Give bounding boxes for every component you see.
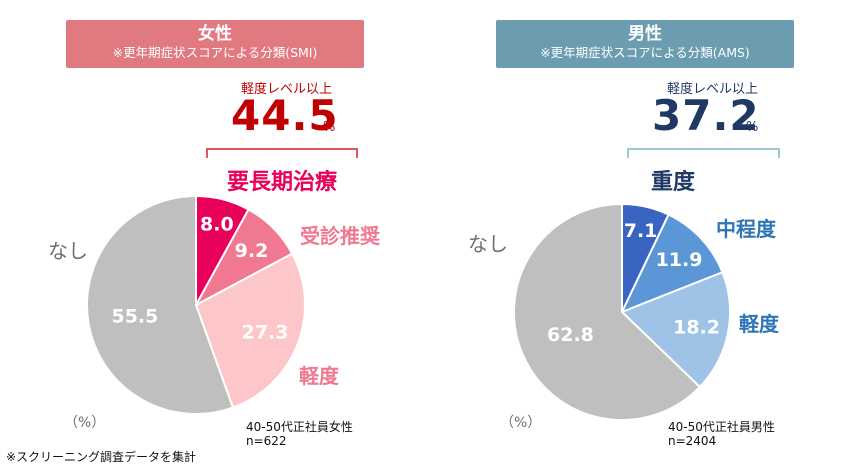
male-label-keido: 軽度: [739, 312, 779, 336]
female-bracket: [206, 148, 358, 158]
female-group-label: 要長期治療: [227, 170, 338, 195]
male-chart-panel: 男性 ※更年期症状スコアによる分類(AMS) 軽度レベル以上 37.2 % 重度…: [432, 0, 862, 450]
female-pie: 8.09.2 27.3 55.5: [86, 194, 306, 415]
female-summary-unit: %: [323, 120, 336, 135]
female-value-label-3: 55.5: [111, 306, 158, 328]
female-slice-2: [194, 252, 306, 409]
male-label-nashi: なし: [468, 232, 508, 256]
male-slice-3: [513, 202, 702, 421]
footnote: ※スクリーニング調査データを集計: [6, 450, 197, 464]
male-value-label-2: 18.2: [673, 317, 720, 339]
male-header: 男性 ※更年期症状スコアによる分類(AMS): [496, 20, 794, 68]
female-value-label-2: 27.3: [242, 322, 289, 344]
female-unit-note: （%）: [64, 415, 106, 431]
male-sample-desc: 40-50代正社員男性: [668, 420, 775, 434]
male-sample-n: n=2404: [668, 434, 717, 448]
male-value-label-3: 62.8: [547, 324, 594, 346]
female-subtitle: ※更年期症状スコアによる分類(SMI): [112, 45, 318, 60]
female-level-label: 軽度レベル以上: [241, 82, 333, 97]
female-label-jushin: 受診推奨: [300, 224, 380, 248]
female-slice-3: [86, 194, 235, 415]
male-subtitle: ※更年期症状スコアによる分類(AMS): [540, 45, 750, 60]
male-bracket: [627, 148, 780, 158]
male-slice-1: [619, 213, 724, 314]
male-pie: 7.1 11.9 18.2 62.8: [513, 202, 731, 421]
male-group-label: 重度: [651, 170, 696, 195]
male-unit-note: （%）: [500, 415, 542, 431]
male-value-label-0: 7.1: [624, 220, 658, 242]
male-summary-unit: %: [746, 120, 759, 135]
female-chart-panel: 女性 ※更年期症状スコアによる分類(SMI) 軽度レベル以上 44.5 % 要長…: [0, 0, 430, 450]
female-label-keido: 軽度: [299, 364, 339, 388]
female-sample-desc: 40-50代正社員女性: [246, 420, 353, 434]
female-header: 女性 ※更年期症状スコアによる分類(SMI): [66, 20, 364, 68]
female-label-nashi: なし: [48, 239, 88, 263]
female-sample-n: n=622: [246, 434, 287, 448]
male-label-chuteido: 中程度: [716, 217, 776, 241]
male-summary-value: 37.2: [652, 91, 760, 140]
female-value-label-0: 8.0: [200, 214, 234, 236]
male-value-label-1: 11.9: [656, 249, 703, 271]
male-title: 男性: [628, 24, 662, 44]
female-summary-value: 44.5: [231, 91, 339, 140]
female-value-label-1: 9.2: [235, 240, 269, 262]
male-slice-2: [620, 270, 731, 389]
male-level-label: 軽度レベル以上: [667, 82, 759, 97]
female-title: 女性: [198, 24, 232, 44]
